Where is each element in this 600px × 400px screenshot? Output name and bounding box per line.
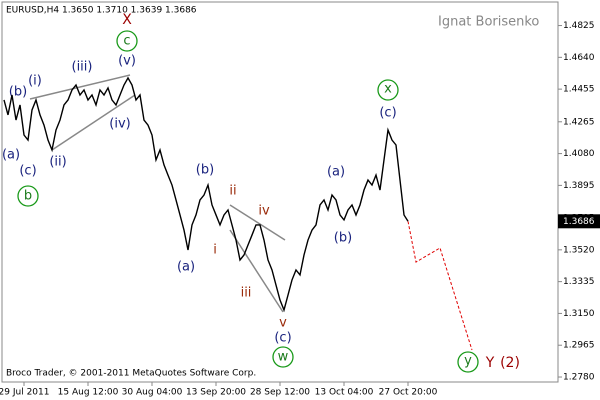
wave-label: w [278,350,289,365]
wave-label: y [464,354,472,369]
wave-label: (c) [379,106,396,121]
x-tick-label: 30 Aug 04:00 [122,388,183,398]
y-tick-label: 1.2965 [563,341,595,351]
wave-label: c [123,34,130,49]
wave-label: b [24,189,32,204]
wave-label: (a) [177,260,195,275]
label-ring [377,79,399,101]
copyright: Broco Trader, © 2001-2011 MetaQuotes Sof… [6,369,256,379]
y-tick-label: 1.3335 [563,277,595,287]
y-tick-label: 1.3520 [563,245,595,255]
x-tick-label: 13 Oct 04:00 [315,388,374,398]
trendline [29,74,131,100]
y-tick-label: 1.4640 [563,53,595,63]
wave-label: Y [485,355,495,371]
wave-label: (b) [196,163,214,178]
wave-label: (b) [9,85,27,100]
label-ring [17,185,39,207]
wave-label: (iii) [72,60,93,75]
y-tick-label: 1.4455 [563,85,595,95]
last-price-box [558,214,600,229]
y-tick-label: 1.3150 [563,309,595,319]
trendline [229,229,284,313]
wave-label: (c) [274,331,291,346]
chart-title: EURUSD,H4 1.3650 1.3710 1.3639 1.3686 [6,6,197,16]
wave-label: (i) [28,74,42,89]
x-tick-label: 27 Oct 20:00 [379,388,438,398]
wave-label: (ii) [49,155,66,170]
x-tick-label: 28 Sep 12:00 [250,388,310,398]
wave-label: iii [241,286,252,301]
wave-label: (v) [118,54,136,69]
y-tick-label: 1.4825 [563,21,595,31]
wave-label: (c) [19,164,36,179]
x-tick-label: 13 Sep 20:00 [186,388,246,398]
wave-label: (2) [500,355,520,371]
y-tick-label: 1.4080 [563,149,595,159]
wave-label: iv [258,204,270,219]
label-ring [272,346,294,368]
y-tick-label: 1.3895 [563,181,595,191]
last-price-label: 1.3686 [563,217,595,227]
x-tick-label: 15 Aug 12:00 [58,388,119,398]
forecast-line [407,221,473,351]
wave-labels: X c (v) (iii) (i) (b) (iv) (a) (ii) (c) … [2,12,520,373]
price-line [3,76,409,313]
wave-label: v [279,316,287,331]
y-tick-label: 1.4265 [563,117,595,127]
wave-label: X [122,12,132,28]
trendline [51,94,136,151]
trendlines [29,74,286,313]
label-ring [457,351,479,373]
x-tick-label: 29 Jul 2011 [0,388,49,398]
wave-label: (a) [2,148,20,163]
wave-label: (iv) [109,117,130,132]
wave-label: i [213,243,217,258]
trendline [229,204,286,241]
y-tick-label: 1.2780 [563,373,595,383]
label-ring [116,30,138,52]
author: Ignat Borisenko [438,15,539,30]
wave-label: x [384,82,392,97]
wave-label: (b) [334,231,352,246]
wave-label: ii [229,184,236,199]
wave-label: (a) [327,165,345,180]
